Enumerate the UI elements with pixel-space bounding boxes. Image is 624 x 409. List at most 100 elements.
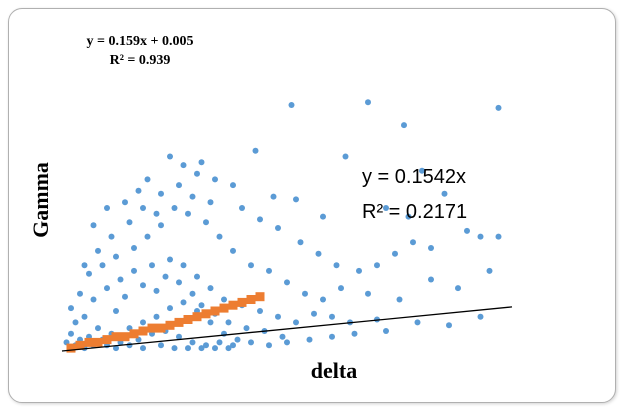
- blue-point-99: [216, 339, 223, 346]
- blue-point-133: [81, 262, 88, 269]
- blue-point-126: [410, 239, 416, 246]
- orange-point-0: [66, 343, 76, 353]
- blue-point-66: [122, 293, 128, 300]
- blue-point-57: [293, 319, 299, 326]
- blue-point-42: [72, 319, 79, 326]
- blue-scatter-series: [63, 99, 502, 352]
- blue-point-138: [68, 330, 74, 337]
- blue-point-137: [90, 222, 97, 229]
- blue-point-4: [419, 167, 425, 174]
- orange-point-19: [237, 297, 247, 307]
- x-axis-label: delta: [311, 358, 357, 383]
- blue-point-15: [464, 227, 470, 234]
- blue-point-49: [167, 256, 173, 263]
- orange-point-13: [183, 315, 193, 324]
- blue-point-85: [207, 319, 214, 326]
- blue-point-3: [401, 122, 407, 129]
- blue-point-23: [338, 285, 344, 292]
- blue-point-71: [189, 290, 196, 297]
- blue-point-145: [126, 342, 133, 349]
- blue-point-64: [477, 313, 484, 320]
- blue-point-108: [144, 176, 151, 183]
- blue-point-40: [77, 290, 83, 297]
- blue-point-144: [113, 345, 119, 352]
- blue-point-128: [126, 219, 133, 226]
- blue-point-6: [252, 147, 259, 154]
- orange-point-6: [120, 332, 130, 342]
- blue-point-121: [315, 250, 322, 257]
- blue-point-51: [194, 273, 200, 280]
- blue-point-115: [198, 159, 205, 166]
- blue-point-120: [297, 239, 304, 246]
- blue-point-1: [365, 99, 371, 106]
- blue-point-65: [113, 308, 119, 314]
- blue-point-110: [176, 182, 182, 189]
- blue-point-114: [167, 153, 173, 160]
- blue-point-45: [104, 285, 110, 292]
- blue-point-87: [234, 336, 241, 343]
- blue-point-149: [185, 345, 191, 352]
- blue-point-30: [216, 233, 223, 240]
- blue-point-150: [198, 345, 205, 352]
- blue-point-101: [248, 339, 254, 346]
- blue-point-134: [122, 199, 128, 206]
- blue-point-74: [225, 319, 232, 326]
- blue-point-81: [153, 313, 160, 320]
- blue-point-135: [135, 187, 142, 194]
- blue-point-44: [90, 296, 97, 303]
- blue-point-102: [266, 342, 272, 349]
- blue-point-14: [441, 190, 448, 197]
- blue-point-77: [279, 333, 286, 340]
- blue-point-32: [185, 210, 191, 217]
- blue-point-31: [203, 219, 209, 226]
- blue-point-36: [131, 245, 137, 251]
- orange-point-2: [84, 337, 94, 347]
- blue-point-48: [149, 262, 155, 269]
- orange-point-18: [228, 300, 238, 310]
- blue-point-117: [239, 205, 245, 211]
- orange-point-3: [93, 337, 103, 347]
- blue-point-53: [221, 296, 227, 303]
- blue-point-111: [189, 193, 196, 200]
- blue-point-5: [342, 153, 349, 160]
- orange-point-11: [165, 320, 175, 330]
- blue-point-55: [257, 308, 263, 314]
- blue-point-129: [140, 205, 146, 211]
- y-axis-label: Gamma: [28, 162, 53, 238]
- blue-point-26: [284, 279, 290, 286]
- blue-point-68: [153, 287, 160, 294]
- blue-point-152: [225, 345, 232, 352]
- blue-point-130: [153, 210, 160, 217]
- orange-point-10: [156, 323, 166, 333]
- blue-point-38: [99, 262, 106, 269]
- blue-fit-equation: y = 0.1542x: [362, 166, 466, 188]
- blue-point-34: [158, 222, 164, 229]
- blue-point-147: [158, 342, 164, 349]
- orange-point-9: [147, 323, 157, 333]
- blue-point-109: [158, 190, 164, 197]
- orange-binned-series: [66, 292, 265, 353]
- blue-point-46: [117, 276, 124, 283]
- blue-point-20: [428, 276, 434, 283]
- blue-point-124: [374, 262, 380, 269]
- orange-point-16: [210, 306, 220, 316]
- orange-point-15: [201, 309, 211, 319]
- orange-fit-r2: R² = 0.939: [110, 53, 171, 68]
- blue-point-17: [495, 233, 502, 240]
- blue-point-146: [140, 345, 146, 352]
- blue-point-104: [306, 336, 313, 343]
- blue-point-127: [428, 245, 434, 251]
- blue-point-59: [329, 313, 335, 320]
- blue-point-27: [266, 267, 272, 274]
- blue-point-2: [495, 104, 502, 111]
- blue-point-148: [171, 345, 178, 352]
- blue-point-105: [329, 333, 335, 340]
- blue-point-107: [383, 328, 389, 334]
- blue-point-131: [108, 233, 115, 240]
- blue-point-25: [302, 290, 308, 297]
- blue-point-16: [477, 233, 484, 240]
- orange-fit-equation: y = 0.159x + 0.005: [87, 34, 194, 49]
- blue-point-88: [95, 325, 101, 332]
- blue-point-56: [275, 313, 281, 320]
- trendline: [61, 306, 513, 352]
